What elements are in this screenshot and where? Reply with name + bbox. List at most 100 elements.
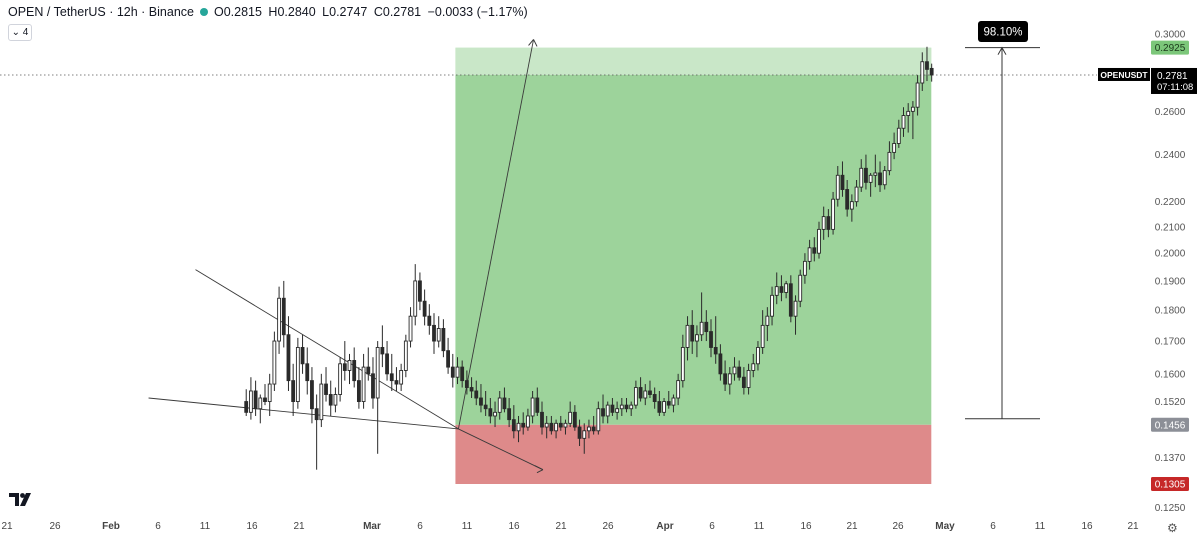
measure-arrow-icon: [997, 46, 1007, 55]
candle: [464, 370, 469, 395]
candle-body: [375, 346, 380, 399]
candle: [249, 377, 253, 420]
time-tick-label: 11: [462, 521, 473, 532]
candle-body: [507, 408, 512, 421]
stop-price-label: 0.1305: [1155, 480, 1186, 491]
candle-body: [441, 328, 446, 352]
symbol-tag-box: [1098, 67, 1150, 81]
candle: [878, 161, 882, 192]
candle: [746, 363, 751, 395]
price-tick-label: 0.1900: [1155, 276, 1186, 287]
candle: [356, 367, 361, 409]
candle: [779, 275, 784, 302]
candle-body: [774, 286, 779, 296]
candle: [408, 307, 413, 348]
candle-body: [619, 404, 624, 410]
candle: [666, 390, 671, 409]
candle: [925, 46, 929, 82]
candle: [610, 398, 615, 416]
candle-body: [854, 186, 859, 203]
tradingview-logo-icon[interactable]: [9, 493, 35, 506]
candle-body: [643, 390, 648, 399]
candle-body: [920, 61, 925, 84]
time-tick-label: 16: [800, 521, 812, 532]
chart-settings-icon[interactable]: ⚙: [1167, 521, 1178, 535]
price-tick-label: 0.1520: [1155, 397, 1186, 408]
candle-body: [868, 174, 873, 183]
candle: [896, 119, 901, 148]
candle-body: [371, 373, 375, 399]
time-tick-label: Apr: [656, 521, 673, 532]
candle: [441, 319, 446, 358]
time-tick-label: 21: [555, 521, 567, 532]
candle-body: [709, 331, 713, 348]
candle: [624, 398, 629, 413]
projection-arrowhead: [528, 39, 538, 47]
candle-body: [910, 106, 915, 112]
candle: [756, 341, 760, 371]
candle-body: [929, 67, 934, 76]
candle: [549, 415, 554, 435]
candle: [479, 384, 483, 413]
candle: [929, 63, 934, 82]
indicators-toggle-button[interactable]: ⌄ 4: [8, 24, 32, 41]
candle: [638, 377, 643, 402]
candle: [272, 331, 277, 391]
candle-body: [849, 201, 854, 210]
time-tick-label: Mar: [363, 521, 381, 532]
price-tick-label: 0.1370: [1155, 453, 1186, 464]
candle: [385, 341, 389, 381]
candle-body: [338, 363, 343, 395]
market-status-icon: [199, 8, 208, 16]
candle-body: [690, 324, 695, 342]
candle-body: [460, 366, 465, 382]
price-tick-label: 0.2600: [1155, 107, 1186, 118]
candle: [455, 357, 460, 385]
target-price-label: 0.2925: [1155, 43, 1186, 54]
candle-body: [882, 170, 887, 186]
current-price-label: 0.2781: [1157, 71, 1188, 82]
candle: [324, 367, 328, 402]
candle-body: [629, 404, 634, 410]
candle: [798, 269, 803, 308]
candle-body: [380, 346, 385, 355]
candle-body: [422, 300, 427, 317]
candle: [563, 419, 568, 435]
candle: [793, 295, 798, 335]
candle: [244, 389, 249, 416]
candle: [516, 415, 521, 443]
candle: [380, 325, 385, 368]
candle: [718, 344, 723, 381]
time-tick-label: 26: [892, 521, 904, 532]
candle-body: [474, 390, 479, 399]
candle: [446, 337, 451, 374]
candle-body: [554, 422, 558, 432]
candle-body: [572, 411, 577, 428]
current-price-box: [1151, 67, 1197, 94]
time-tick-label: 16: [508, 521, 520, 532]
position-zones: [455, 47, 932, 484]
candle-body: [648, 390, 652, 395]
time-tick-label: 6: [155, 521, 161, 532]
candle-body: [469, 387, 474, 392]
candle: [300, 334, 305, 374]
candle: [601, 394, 605, 424]
time-tick-label: 21: [1127, 521, 1139, 532]
candle: [432, 313, 436, 354]
candle-body: [399, 370, 404, 385]
candle-body: [615, 408, 620, 413]
candle: [770, 286, 774, 326]
candle: [460, 360, 465, 388]
candle-body: [601, 408, 605, 417]
candle: [680, 334, 685, 388]
candle: [526, 408, 530, 431]
candle: [436, 316, 441, 348]
candle-body: [263, 397, 267, 403]
candle: [826, 209, 831, 238]
time-tick-label: May: [935, 521, 955, 532]
candle-body: [718, 353, 723, 375]
candle-body: [662, 401, 666, 413]
candle-body: [394, 380, 399, 385]
candle-body: [258, 397, 263, 410]
